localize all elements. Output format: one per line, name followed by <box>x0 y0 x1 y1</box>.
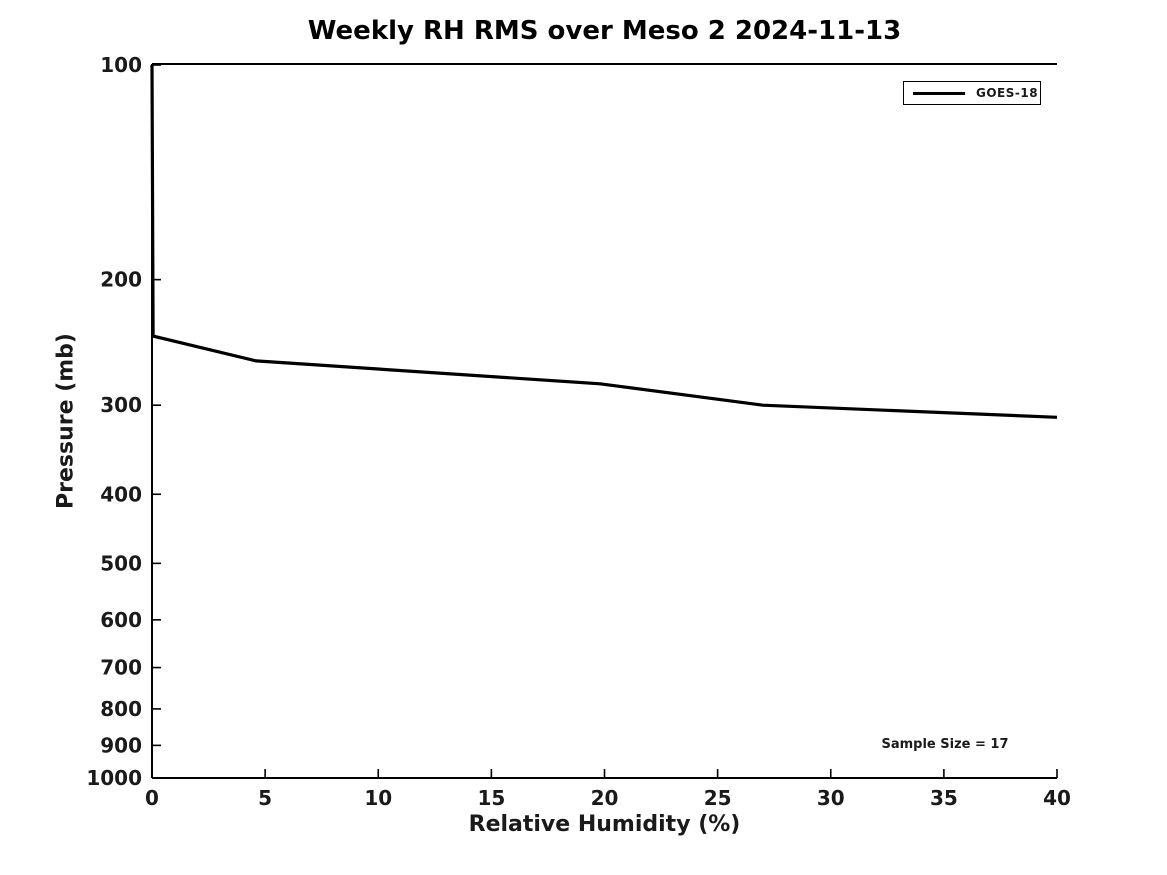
legend-line-sample <box>913 91 965 95</box>
x-tick-label: 5 <box>258 786 272 810</box>
y-tick-label: 300 <box>100 393 142 417</box>
x-tick-label: 40 <box>1043 786 1071 810</box>
y-tick-label: 600 <box>100 608 142 632</box>
x-tick-label: 20 <box>591 786 619 810</box>
x-tick-label: 35 <box>930 786 958 810</box>
y-tick-label: 800 <box>100 697 142 721</box>
legend-label: GOES-18 <box>976 86 1039 100</box>
y-tick-label: 400 <box>100 482 142 506</box>
legend: GOES-18 <box>903 81 1041 105</box>
y-tick-label: 100 <box>100 53 142 77</box>
y-tick-label: 700 <box>100 656 142 680</box>
axis-spines <box>151 63 1057 779</box>
y-tick-label: 900 <box>100 733 142 757</box>
data-line-goes-18 <box>150 64 1058 419</box>
chart-title: Weekly RH RMS over Meso 2 2024-11-13 <box>307 16 902 46</box>
x-axis-label: Relative Humidity (%) <box>468 812 741 837</box>
y-tick-label: 500 <box>100 551 142 575</box>
x-tick-label: 25 <box>704 786 732 810</box>
y-tick-label: 200 <box>100 268 142 292</box>
x-tick-label: 30 <box>817 786 845 810</box>
sample-size-annotation: Sample Size = 17 <box>881 737 1009 752</box>
x-tick-label: 15 <box>477 786 505 810</box>
y-axis-label: Pressure (mb) <box>53 333 79 509</box>
x-tick-label: 0 <box>145 786 159 810</box>
x-tick-label: 10 <box>364 786 392 810</box>
y-tick-label: 1000 <box>86 766 142 790</box>
